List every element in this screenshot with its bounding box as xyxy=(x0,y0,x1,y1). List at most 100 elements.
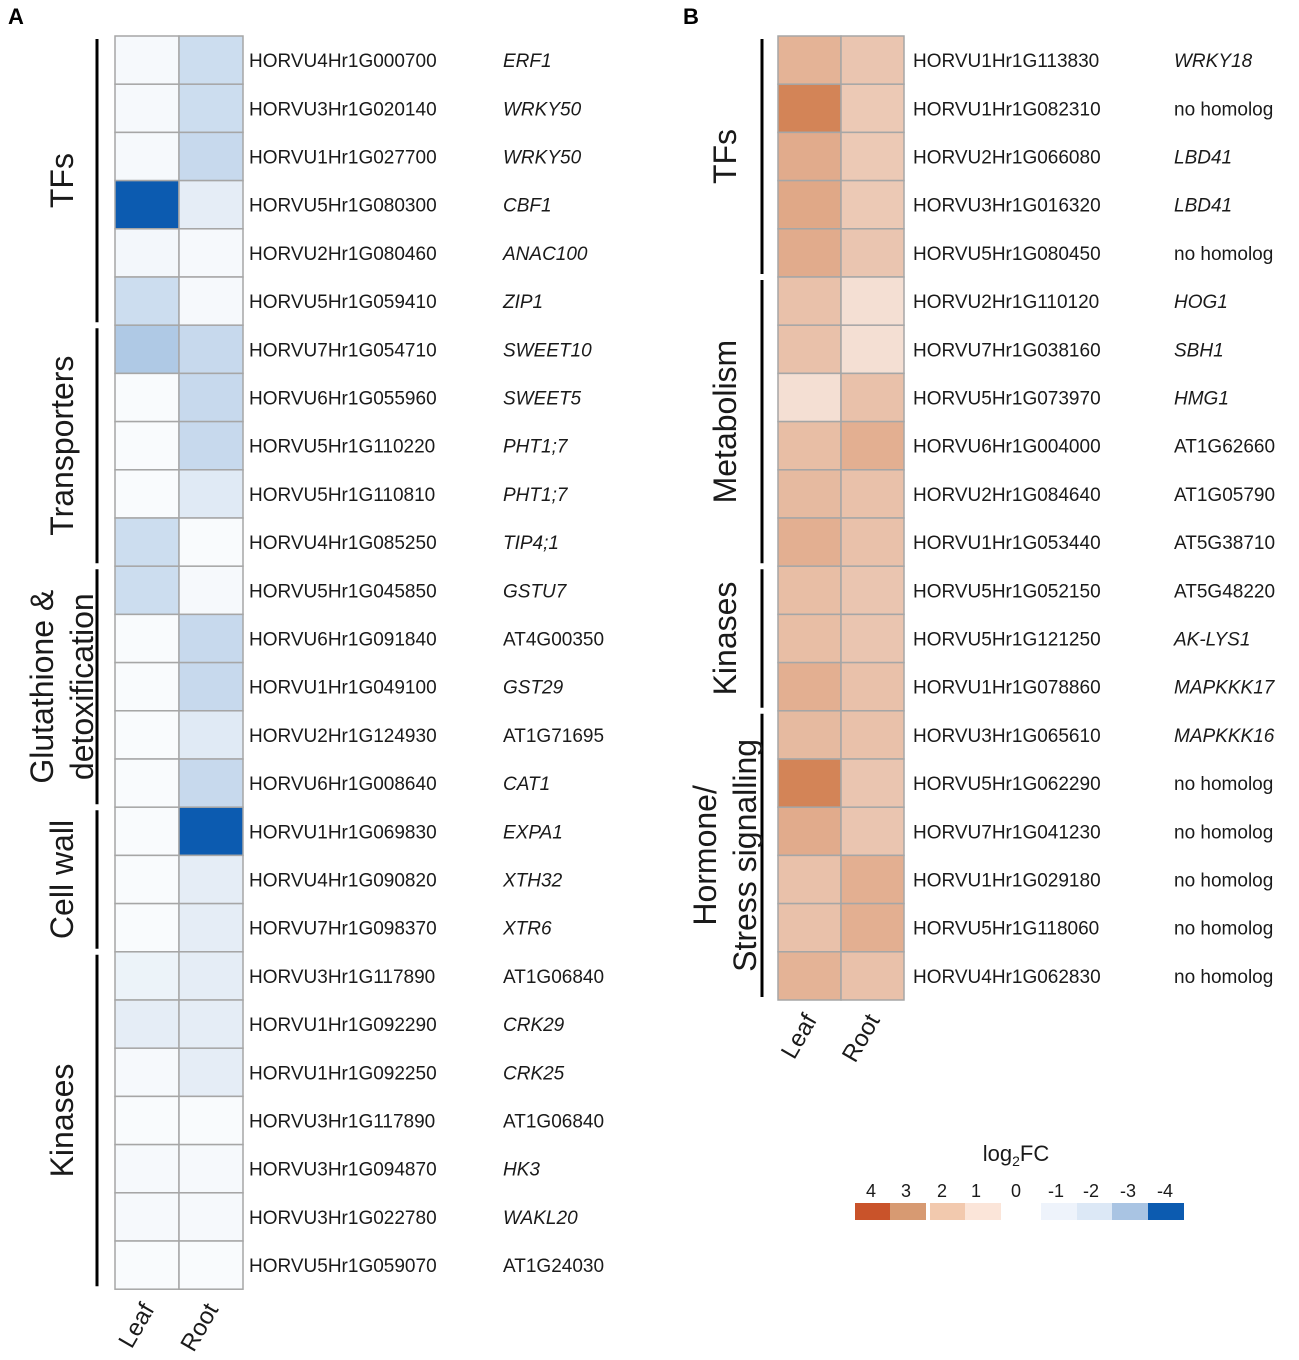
gene-id-label: HORVU4Hr1G062830 xyxy=(913,967,1101,988)
legend-title-sub: 2 xyxy=(1012,1153,1020,1169)
heatmap-cell xyxy=(114,1192,180,1242)
heatmap-cell xyxy=(114,1047,180,1098)
legend-tick-label: 3 xyxy=(901,1181,911,1201)
group-label-line: Metabolism xyxy=(707,340,743,504)
heatmap-cell xyxy=(840,276,905,326)
group-label: Metabolism xyxy=(707,340,743,504)
homolog-label: AT5G48220 xyxy=(1174,581,1275,602)
heatmap-cell xyxy=(840,420,905,471)
homolog-label: TIP4;1 xyxy=(503,533,559,554)
heatmap-cell xyxy=(178,806,244,857)
homolog-label: LBD41 xyxy=(1174,196,1232,217)
legend-tick-label: -3 xyxy=(1120,1181,1136,1201)
gene-id-label: HORVU2Hr1G124930 xyxy=(249,726,437,747)
homolog-label: no homolog xyxy=(1174,244,1273,265)
heatmap-cell xyxy=(777,83,842,134)
heatmap-cell xyxy=(178,565,244,616)
gene-id-label: HORVU5Hr1G062290 xyxy=(913,774,1101,795)
heatmap-cell xyxy=(114,1095,180,1146)
heatmap-cell xyxy=(777,276,842,326)
column-label: Root xyxy=(837,1009,886,1067)
heatmap-cell xyxy=(777,565,842,616)
panel-a: A HORVU4Hr1G000700 ERF1 HORVU3Hr1G020140 WRK… xyxy=(8,4,604,1356)
homolog-label: no homolog xyxy=(1174,967,1273,988)
heatmap-cell xyxy=(114,228,180,278)
homolog-label: AT1G24030 xyxy=(503,1256,604,1277)
homolog-label: MAPKKK16 xyxy=(1174,726,1275,747)
legend-swatch xyxy=(1148,1203,1184,1220)
legend-swatch xyxy=(1112,1203,1148,1220)
heatmap-cell xyxy=(840,324,905,375)
legend-swatch xyxy=(855,1203,891,1220)
heatmap-cell xyxy=(114,613,180,664)
gene-id-label: HORVU6Hr1G055960 xyxy=(249,389,437,410)
homolog-label: AT4G00350 xyxy=(503,630,604,651)
group-label-line: Transporters xyxy=(44,356,80,536)
gene-id-label: HORVU5Hr1G045850 xyxy=(249,581,437,602)
legend-title-tail: FC xyxy=(1020,1141,1049,1166)
group-label-line: detoxification xyxy=(64,593,100,780)
heatmap-cell xyxy=(114,806,180,857)
group-label-line: TFs xyxy=(707,129,743,184)
homolog-label: SWEET5 xyxy=(503,389,582,410)
heatmap-cell xyxy=(114,517,180,567)
heatmap-cell xyxy=(840,613,905,664)
heatmap-cell xyxy=(178,420,244,471)
gene-id-label: HORVU5Hr1G059410 xyxy=(249,292,437,313)
heatmap-cell xyxy=(178,1095,244,1146)
heatmap-cell xyxy=(777,131,842,182)
homolog-label: AT5G38710 xyxy=(1174,533,1275,554)
gene-id-label: HORVU5Hr1G110220 xyxy=(249,437,435,458)
panel-label: A xyxy=(8,4,24,29)
homolog-label: XTR6 xyxy=(502,919,552,940)
heatmap-cell xyxy=(777,758,842,808)
heatmap-cell xyxy=(114,372,180,423)
homolog-label: XTH32 xyxy=(502,871,563,892)
homolog-label: GST29 xyxy=(503,678,564,699)
homolog-label: HMG1 xyxy=(1174,389,1229,410)
homolog-label: HOG1 xyxy=(1174,292,1228,313)
group-label: Kinases xyxy=(707,582,743,696)
heatmap-cell xyxy=(178,35,244,85)
homolog-label: CRK25 xyxy=(503,1063,565,1084)
group-label-line: Kinases xyxy=(707,582,743,696)
heatmap-cell xyxy=(178,517,244,567)
homolog-label: CRK29 xyxy=(503,1015,565,1036)
heatmap-cell xyxy=(840,758,905,808)
legend-tick-label: 2 xyxy=(937,1181,947,1201)
heatmap-cell xyxy=(840,710,905,760)
heatmap-cell xyxy=(178,854,244,905)
column-label: Root xyxy=(175,1298,224,1356)
heatmap-cell xyxy=(840,372,905,423)
heatmap-cell xyxy=(114,710,180,760)
heatmap-cell xyxy=(777,372,842,423)
heatmap-cell xyxy=(840,179,905,230)
group-label: Kinases xyxy=(44,1064,80,1178)
heatmap-cell xyxy=(777,228,842,278)
heatmap-cell xyxy=(777,902,842,953)
group-label-line: Kinases xyxy=(44,1064,80,1178)
heatmap-cell xyxy=(114,854,180,905)
heatmap-cell xyxy=(178,1192,244,1242)
gene-id-label: HORVU6Hr1G004000 xyxy=(913,437,1101,458)
group-label: Glutathione & detoxification xyxy=(24,590,100,784)
heatmap-cell xyxy=(777,179,842,230)
group-label: TFs xyxy=(44,153,80,208)
column-label: Leaf xyxy=(776,1009,823,1063)
heatmap-cell xyxy=(114,902,180,953)
gene-id-label: HORVU5Hr1G080450 xyxy=(913,244,1101,265)
homolog-label: EXPA1 xyxy=(503,822,563,843)
group-label-line: Cell wall xyxy=(44,820,80,939)
gene-id-label: HORVU3Hr1G022780 xyxy=(249,1208,437,1229)
legend-tick-label: -2 xyxy=(1083,1181,1099,1201)
group-label-line: Glutathione & xyxy=(24,590,60,784)
heatmap-cell xyxy=(777,710,842,760)
group-label-line: Hormone/ xyxy=(687,785,723,926)
gene-id-label: HORVU1Hr1G069830 xyxy=(249,822,437,843)
gene-id-label: HORVU5Hr1G059070 xyxy=(249,1256,437,1277)
homolog-label: PHT1;7 xyxy=(503,437,569,458)
heatmap-cell xyxy=(114,469,180,519)
gene-id-label: HORVU1Hr1G053440 xyxy=(913,533,1101,554)
gene-id-label: HORVU3Hr1G117890 xyxy=(249,967,435,988)
